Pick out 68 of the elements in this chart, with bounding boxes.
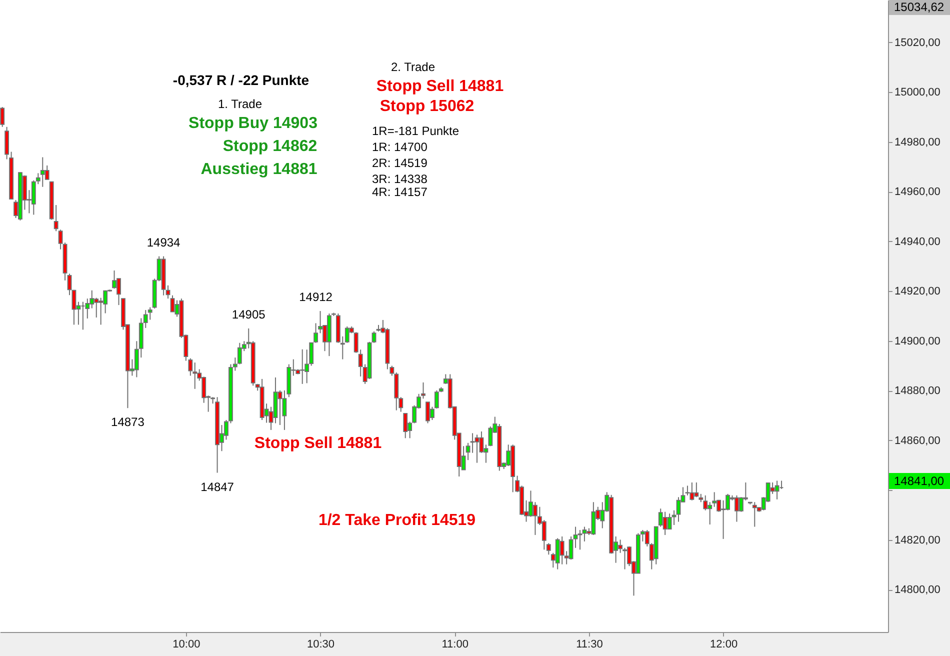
x-tick-label: 11:00 xyxy=(442,638,468,650)
x-tick-label: 10:00 xyxy=(172,638,200,650)
candlestick xyxy=(278,390,282,426)
annotation: 14905 xyxy=(232,307,266,322)
candlestick xyxy=(685,485,690,496)
annotation: Stopp Sell 14881 xyxy=(376,78,504,95)
candlestick xyxy=(372,330,376,344)
y-tick-label: 14880,00 xyxy=(894,385,940,398)
y-tick-label: 14980,00 xyxy=(894,136,940,148)
y-tick-label: 14900,00 xyxy=(894,335,940,348)
candlestick xyxy=(546,542,551,556)
candlestick xyxy=(667,513,672,530)
annotation: 14934 xyxy=(146,235,181,250)
candlestick xyxy=(170,294,175,312)
annotation: 1/2 Take Profit 14519 xyxy=(318,512,476,529)
candlestick xyxy=(703,494,708,511)
y-tick-label: 14820,00 xyxy=(894,534,940,546)
candlestick xyxy=(774,480,780,500)
annotation: -0,537 R / -22 Punkte xyxy=(172,72,310,88)
candlestick xyxy=(148,306,152,320)
candlestick xyxy=(560,536,564,565)
annotation: 3R: 14338 xyxy=(372,172,428,186)
annotation: Ausstieg 14881 xyxy=(200,161,318,178)
annotation: 1R=-181 Punkte xyxy=(372,124,460,138)
y-tick-label: 15000,00 xyxy=(894,86,940,99)
x-tick-label: 11:30 xyxy=(576,638,603,650)
candlestick xyxy=(573,526,578,548)
candlestick xyxy=(166,284,170,300)
candlestick xyxy=(582,526,587,542)
candlestick xyxy=(67,273,72,296)
y-tick-label: 14860,00 xyxy=(894,434,940,447)
annotation: Stopp Buy 14903 xyxy=(188,115,318,132)
x-tick-label: 10:30 xyxy=(307,638,335,650)
annotation: Stopp 14862 xyxy=(222,138,318,155)
annotation: Stopp 15062 xyxy=(380,98,474,115)
annotation: 14873 xyxy=(111,415,145,430)
candlestick xyxy=(474,434,480,464)
y-tick-label: 15020,00 xyxy=(894,36,940,49)
y-tick-label: 14800,00 xyxy=(894,584,940,596)
candlestick xyxy=(470,432,475,454)
annotation: 14847 xyxy=(200,480,234,494)
candlestick xyxy=(403,413,408,439)
annotation: 14912 xyxy=(299,290,333,304)
candlestick xyxy=(479,430,484,454)
x-tick-label: 12:00 xyxy=(710,638,738,650)
candlestick xyxy=(690,482,694,501)
candlestick xyxy=(44,164,50,180)
annotation: 1R: 14700 xyxy=(372,140,428,154)
annotation: 2R: 14519 xyxy=(372,156,428,170)
annotation: 1. Trade xyxy=(218,97,262,111)
annotation: 4R: 14157 xyxy=(372,185,428,199)
y-tick-label: 14960,00 xyxy=(894,186,940,198)
annotation: 2. Trade xyxy=(390,60,436,74)
candlestick xyxy=(58,229,63,250)
candlestick xyxy=(591,502,596,536)
candlestick xyxy=(676,496,681,522)
candlestick xyxy=(0,106,5,128)
candlestick xyxy=(542,520,546,550)
y-tick-label: 14940,00 xyxy=(894,236,940,248)
annotation: Stopp Sell 14881 xyxy=(254,435,382,452)
candlestick xyxy=(434,390,439,410)
y-tick-label: 14920,00 xyxy=(894,286,940,298)
candlestick xyxy=(568,536,574,560)
text: 15034,62 xyxy=(894,0,944,14)
candlestick xyxy=(72,289,76,326)
candlestick xyxy=(192,362,198,390)
candlestick xyxy=(672,510,676,526)
text: 14841,00 xyxy=(894,474,944,488)
